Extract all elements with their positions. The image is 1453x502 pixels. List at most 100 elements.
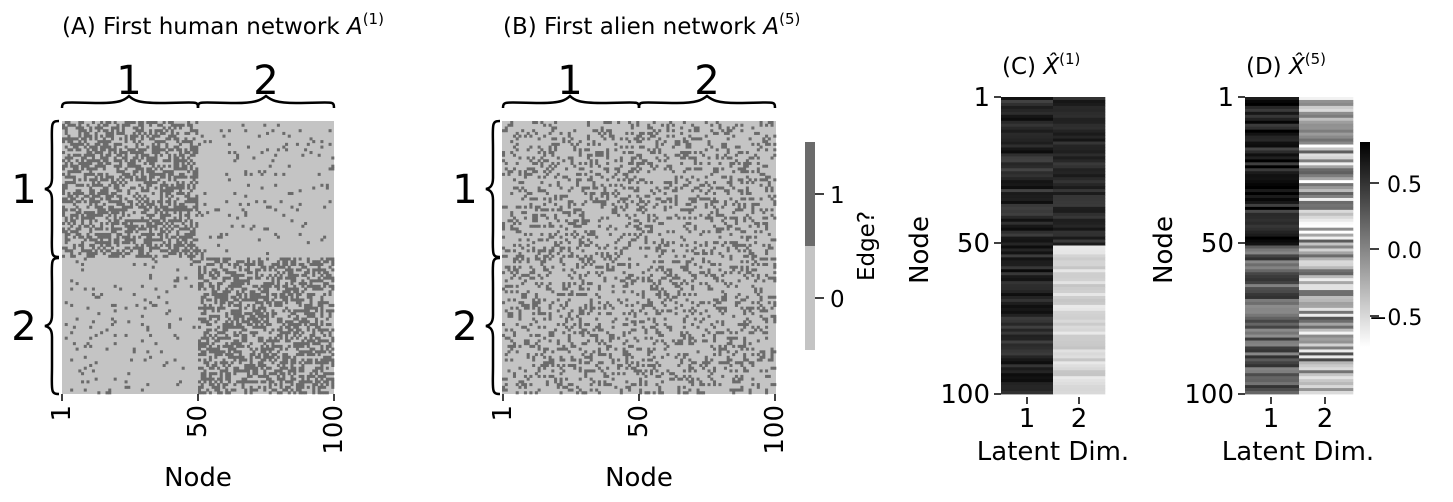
panel-a-edge-cell [295, 353, 299, 357]
panel-a-edge-cell [143, 189, 147, 193]
panel-a-edge-cell [162, 126, 166, 130]
panel-b-edge-cell [743, 167, 747, 171]
panel-a-edge-cell [285, 287, 289, 291]
panel-a-edge-cell [236, 312, 240, 316]
panel-b-edge-cell [696, 194, 700, 198]
panel-a-edge-cell [293, 287, 297, 291]
panel-a-edge-cell [195, 202, 199, 206]
panel-a-edge-cell [230, 361, 234, 365]
panel-a-edge-cell [67, 232, 71, 236]
panel-a-edge-cell [309, 314, 313, 318]
panel-a-edge-cell [113, 186, 117, 190]
panel-b-edge-cell [652, 282, 656, 286]
panel-b-edge-cell [548, 282, 552, 286]
panel-b-edge-cell [622, 200, 626, 204]
panel-a-edge-cell [168, 197, 172, 201]
panel-b-edge-cell [543, 363, 547, 367]
panel-a-edge-cell [86, 224, 90, 228]
panel-a-edge-cell [298, 350, 302, 354]
panel-a-edge-cell [157, 238, 161, 242]
panel-a-edge-cell [105, 156, 109, 160]
panel-a-edge-cell [62, 213, 66, 217]
panel-b-edge-cell [710, 377, 714, 381]
panel-a-edge-cell [236, 290, 240, 294]
panel-b-edge-cell [669, 216, 673, 220]
panel-b-edge-cell [523, 279, 527, 283]
panel-b-edge-cell [754, 222, 758, 226]
panel-b-edge-cell [647, 230, 651, 234]
panel-b-edge-cell [523, 232, 527, 236]
panel-b-edge-cell [606, 194, 610, 198]
panel-a-edge-cell [105, 194, 109, 198]
panel-b-edge-cell [581, 222, 585, 226]
panel-a-edge-cell [113, 230, 117, 234]
panel-a-edge-cell [83, 238, 87, 242]
panel-a-edge-cell [100, 172, 104, 176]
panel-a-edge-cell [238, 303, 242, 307]
panel-b-edge-cell [652, 287, 656, 291]
panel-a-edge-cell [135, 191, 139, 196]
panel-a-edge-cell [189, 224, 193, 228]
panel-a-edge-cell [285, 361, 289, 365]
panel-b-edge-cell [614, 142, 618, 146]
panel-b-edge-cell [584, 342, 588, 346]
panel-a-edge-cell [306, 257, 310, 261]
panel-a-edge-cell [271, 388, 275, 392]
panel-a-edge-cell [143, 200, 147, 204]
panel-b-edge-cell [529, 271, 533, 275]
panel-a-edge-cell [222, 369, 226, 373]
panel-b-edge-cell [512, 342, 516, 346]
panel-a-edge-cell [225, 372, 229, 376]
panel-a-edge-cell [252, 295, 256, 299]
panel-a-edge-cell [165, 243, 169, 247]
panel-b-edge-cell [586, 134, 590, 138]
panel-a-edge-cell [143, 358, 147, 362]
panel-a-edge-cell [102, 232, 106, 236]
panel-b-edge-cell [688, 216, 692, 220]
panel-b-edge-cell [504, 290, 508, 294]
panel-b-edge-cell [559, 241, 563, 245]
panel-b-edge-cell [625, 366, 629, 370]
panel-a-edge-cell [208, 350, 212, 354]
panel-a-edge-cell [94, 148, 98, 152]
panel-b-edge-cell [597, 361, 601, 365]
panel-b-edge-cell [592, 191, 596, 196]
panel-a-edge-cell [227, 323, 231, 327]
panel-a-edge-cell [97, 164, 101, 168]
panel-a-edge-cell [241, 298, 245, 302]
panel-a-edge-cell [285, 325, 289, 329]
panel-b-edge-cell [603, 200, 607, 204]
panel-b-edge-cell [704, 241, 708, 245]
panel-a-edge-cell [149, 167, 153, 171]
panel-b-edge-cell [751, 197, 755, 201]
panel-b-edge-cell [756, 262, 760, 266]
panel-b-edge-cell [660, 276, 664, 280]
panel-a-edge-cell [189, 129, 193, 133]
panel-a-edge-cell [110, 224, 114, 228]
panel-a-edge-cell [94, 202, 98, 206]
panel-a-edge-cell [113, 183, 117, 187]
panel-a-edge-cell [290, 383, 294, 387]
panel-a-edge-cell [290, 205, 294, 209]
panel-b-edge-cell [655, 145, 659, 149]
panel-a-edge-cell [192, 153, 196, 157]
panel-a-edge-cell [143, 205, 147, 209]
panel-a-edge-cell [116, 227, 120, 231]
panel-a-edge-cell [168, 164, 172, 168]
panel-a-edge-cell [304, 317, 308, 321]
panel-a-edge-cell [81, 129, 85, 133]
panel-a-edge-cell [119, 131, 123, 135]
panel-b-edge-cell [693, 161, 697, 165]
panel-b-edge-cell [633, 175, 637, 179]
panel-b-edge-cell [556, 252, 560, 256]
panel-b-edge-cell [636, 262, 640, 266]
panel-b-edge-cell [691, 287, 695, 291]
panel-b-edge-cell [559, 372, 563, 376]
panel-b-edge-cell [573, 358, 577, 362]
panel-a-edge-cell [312, 268, 316, 272]
panel-a-edge-cell [149, 232, 153, 236]
panel-a-edge-cell [217, 385, 221, 389]
panel-a-edge-cell [81, 167, 85, 171]
panel-b-edge-cell [740, 181, 744, 185]
panel-b-edge-cell [551, 235, 555, 239]
